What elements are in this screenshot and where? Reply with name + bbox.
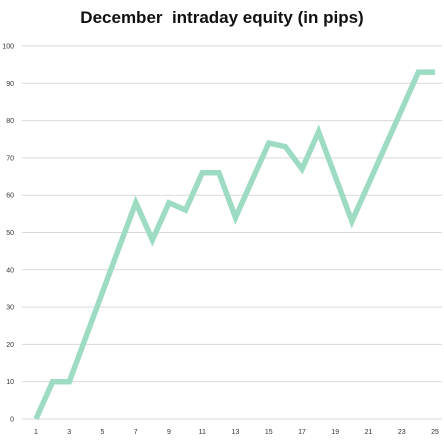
y-tick-label: 100 xyxy=(2,44,14,51)
y-tick-label: 20 xyxy=(6,342,14,349)
y-tick-label: 90 xyxy=(6,81,14,88)
y-tick-label: 60 xyxy=(6,193,14,200)
y-tick-label: 10 xyxy=(6,379,14,386)
x-tick-label: 11 xyxy=(199,429,206,436)
x-tick-label: 13 xyxy=(232,429,240,436)
series-line xyxy=(33,69,435,421)
x-tick-label: 9 xyxy=(167,429,171,436)
x-tick-label: 23 xyxy=(398,429,406,436)
y-tick-label: 80 xyxy=(6,118,14,125)
x-tick-label: 7 xyxy=(134,429,138,436)
x-tick-label: 5 xyxy=(101,429,105,436)
x-tick-label: 15 xyxy=(265,429,273,436)
y-tick-label: 50 xyxy=(6,230,14,237)
x-tick-label: 25 xyxy=(431,429,439,436)
x-tick-label: 1 xyxy=(34,429,38,436)
y-tick-label: 30 xyxy=(6,305,14,312)
y-tick-label: 0 xyxy=(10,417,14,424)
y-tick-label: 70 xyxy=(6,155,14,162)
chart-title: December intraday equity (in pips) xyxy=(80,8,364,27)
x-tick-label: 3 xyxy=(67,429,71,436)
x-tick-label: 21 xyxy=(365,429,373,436)
y-tick-label: 40 xyxy=(6,267,14,274)
x-tick-label: 19 xyxy=(331,429,339,436)
x-tick-label: 17 xyxy=(298,429,306,436)
